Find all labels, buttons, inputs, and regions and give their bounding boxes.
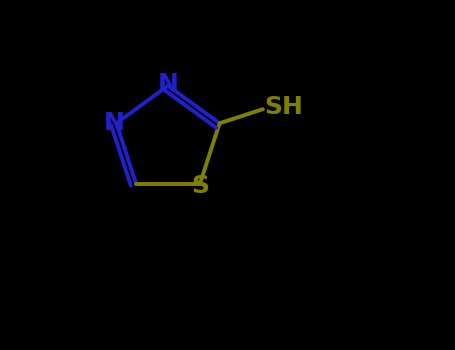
Text: N: N [157, 72, 178, 96]
Text: N: N [104, 111, 125, 135]
Text: S: S [191, 174, 209, 198]
Text: SH: SH [265, 96, 303, 119]
